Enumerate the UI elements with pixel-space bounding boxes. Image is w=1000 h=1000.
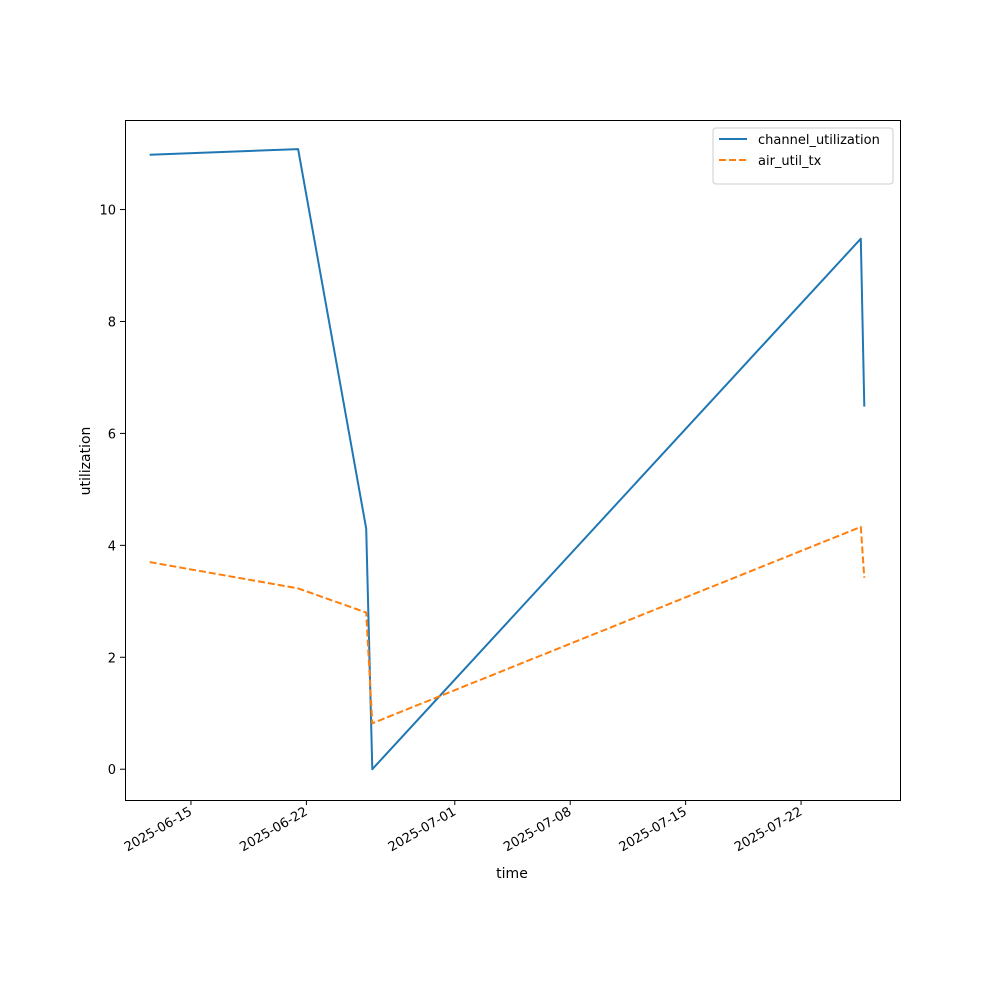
- y-tick-label: 0: [108, 763, 116, 778]
- legend-label-air_util_tx: air_util_tx: [758, 154, 822, 169]
- y-axis-label: utilization: [78, 427, 94, 496]
- y-tick-label: 8: [108, 315, 116, 330]
- series-line-channel_utilization: [149, 148, 866, 771]
- x-axis-label: time: [496, 866, 528, 882]
- x-tick-label: 2025-07-08: [501, 804, 574, 855]
- x-tick-label: 2025-06-15: [122, 804, 195, 855]
- x-tick-label: 2025-07-22: [732, 804, 805, 855]
- x-tick-label: 2025-07-01: [386, 804, 459, 855]
- legend-box: [712, 127, 894, 185]
- y-tick-label: 6: [108, 427, 116, 442]
- y-tick-label: 4: [108, 539, 116, 554]
- y-tick-label: 10: [99, 204, 116, 219]
- y-tick-label: 2: [108, 651, 116, 666]
- legend-label-channel_utilization: channel_utilization: [758, 133, 880, 148]
- y-axis: 0 2 4 6 8 10: [99, 204, 125, 778]
- x-axis: 2025-06-15 2025-06-22 2025-07-01 2025-07-08…: [122, 800, 805, 855]
- legend: channel_utilization air_util_tx: [712, 127, 894, 185]
- x-tick-label: 2025-07-15: [617, 804, 690, 855]
- x-tick-label: 2025-06-22: [237, 804, 310, 855]
- plot-frame: [125, 120, 901, 801]
- series-layer: [149, 148, 866, 771]
- series-line-air_util_tx: [149, 525, 866, 725]
